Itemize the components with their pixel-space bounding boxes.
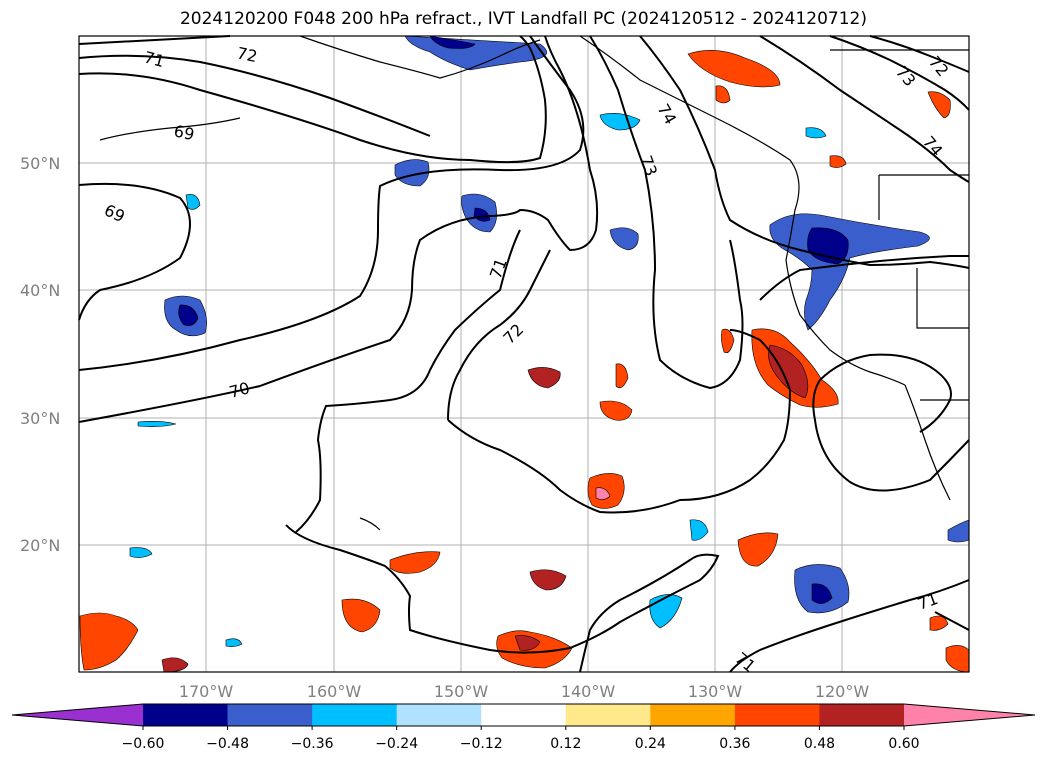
lat-label: 30°N [20,409,60,428]
colorbar-segment [650,704,736,726]
lon-label: 170°W [179,682,234,701]
map-title: 2024120200 F048 200 hPa refract., IVT La… [179,9,867,29]
contour-label: 70 [227,378,252,402]
lon-label: 120°W [815,682,870,701]
contour-label: 69 [172,121,196,144]
lat-label: 20°N [20,536,60,555]
colorbar-segment [312,704,398,726]
colorbar-tick-label: 0.24 [635,736,666,752]
colorbar-tick-label: −0.60 [122,736,165,752]
colorbar-tick-label: −0.48 [206,736,249,752]
refractivity-contours [78,35,970,673]
negative-anomaly-patches [129,35,970,647]
colorbar-tick-label: −0.12 [460,736,503,752]
contour-label: 71 [142,48,167,72]
colorbar-tick-label: 0.12 [550,736,581,752]
colorbar-segment [565,704,651,726]
colorbar-segment [227,704,313,726]
colorbar: −0.60 −0.48 −0.36 −0.24 −0.12 0.12 0.24 0.36 0.4… [11,703,1036,752]
colorbar-tick-label: −0.36 [291,736,334,752]
lat-label: 50°N [20,154,60,173]
colorbar-tick-label: 0.36 [719,736,750,752]
colorbar-extend-high [904,704,1035,726]
lon-label: 130°W [688,682,743,701]
lon-label: 140°W [561,682,616,701]
colorbar-segment [734,704,820,726]
lon-labels: 170°W 160°W 150°W 140°W 130°W 120°W [179,682,870,701]
colorbar-tick-label: 0.60 [888,736,919,752]
colorbar-segment [481,704,567,726]
colorbar-tick-label: 0.48 [804,736,835,752]
lon-label: 150°W [434,682,489,701]
colorbar-segment [143,704,229,726]
colorbar-extend-low [12,704,143,726]
colorbar-tick-label: −0.24 [375,736,418,752]
map-frame [78,35,970,673]
lat-labels: 50°N 40°N 30°N 20°N [20,154,60,555]
contour-label: 72 [235,43,259,66]
lon-label: 160°W [307,682,362,701]
colorbar-segment [396,704,482,726]
colorbar-segment [819,704,905,726]
lat-label: 40°N [20,281,60,300]
